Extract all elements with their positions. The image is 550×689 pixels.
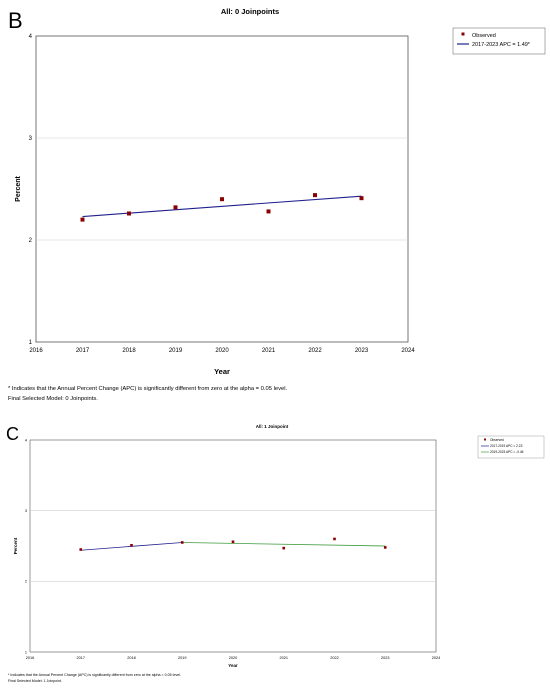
observed-point-c: [130, 543, 133, 547]
gridlines-c: [30, 510, 436, 582]
observed-point-c: [79, 548, 83, 551]
legend-fit2-label-c: 2019-2023 APC = -0.46: [490, 450, 524, 454]
chart-title-c: All: 1 Joinpoint: [256, 424, 289, 429]
fit-line-c-2: [182, 542, 386, 547]
y-tick-label-c: 4: [25, 438, 27, 442]
x-tick-labels-c: 2016 2017 2018 2019 2020 2021 2022 2023 2024: [26, 656, 440, 660]
footnote-model-b: Final Selected Model: 0 Joinpoints.: [8, 396, 98, 402]
x-tick-label-c: 2022: [330, 656, 338, 660]
x-tick-label-b: 2019: [169, 348, 183, 354]
observed-point-b: [80, 217, 85, 222]
observed-point-c: [333, 537, 336, 541]
x-tick-label-c: 2019: [178, 656, 186, 660]
legend-observed-marker-b: [461, 32, 465, 36]
footnote-model-c: Final Selected Model: 1 Joinpoint.: [8, 679, 62, 683]
footnote-apc-b: * Indicates that the Annual Percent Chan…: [8, 386, 287, 392]
y-axis-label-b: Percent: [15, 175, 22, 201]
y-tick-labels-b: 1 2 3 4: [29, 34, 33, 346]
x-tick-label-c: 2021: [280, 656, 288, 660]
legend-observed-label-b: Observed: [472, 33, 496, 39]
panel-letter-c: C: [6, 424, 19, 444]
y-tick-label-c: 2: [25, 580, 27, 584]
observed-points-c: [79, 537, 387, 551]
x-tick-label-c: 2024: [432, 656, 440, 660]
x-tick-label-b: 2022: [308, 348, 322, 354]
x-tick-label-b: 2016: [29, 348, 43, 354]
x-tick-label-b: 2017: [76, 348, 90, 354]
x-tick-label-c: 2017: [77, 656, 85, 660]
legend-c: Observed 2017-2019 APC = 2.23 2019-2023 …: [477, 435, 545, 459]
x-tick-label-c: 2016: [26, 656, 34, 660]
x-tick-label-b: 2018: [122, 348, 136, 354]
observed-point-b: [313, 193, 317, 198]
y-tick-labels-c: 1 2 3 4: [25, 438, 27, 654]
x-axis-label-b: Year: [214, 367, 230, 376]
plot-area-b: [35, 35, 409, 343]
observed-point-c: [282, 546, 286, 550]
x-tick-label-b: 2023: [355, 348, 369, 354]
legend-observed-marker-c: [484, 438, 486, 441]
observed-point-c: [180, 541, 184, 544]
y-tick-label-b: 2: [29, 238, 33, 244]
x-tick-label-b: 2024: [401, 348, 415, 354]
footnote-apc-c: * Indicates that the Annual Percent Chan…: [8, 673, 181, 677]
y-tick-label-b: 4: [29, 34, 33, 40]
observed-point-b: [266, 209, 271, 214]
x-tick-label-b: 2021: [262, 348, 276, 354]
legend-fit1-label-c: 2017-2019 APC = 2.23: [490, 444, 523, 448]
legend-box-c: [477, 435, 545, 459]
observed-point-b: [359, 196, 364, 201]
legend-observed-label-c: Observed: [490, 438, 504, 442]
y-tick-label-b: 3: [29, 136, 33, 142]
x-tick-labels-b: 2016 2017 2018 2019 2020 2021 2022 2023 2024: [29, 348, 415, 354]
x-tick-label-c: 2018: [127, 656, 135, 660]
gridlines-b: [36, 137, 408, 241]
observed-point-b: [173, 205, 178, 210]
y-tick-label-b: 1: [29, 340, 33, 346]
legend-b: Observed 2017-2023 APC = 1.49*: [452, 27, 546, 55]
panel-c: C All: 1 Joinpoint 1 2 3 4 2016 2017 2018 2019…: [6, 424, 545, 683]
x-axis-label-c: Year: [228, 663, 238, 668]
x-tick-label-c: 2020: [229, 656, 237, 660]
observed-points-b: [80, 193, 364, 222]
observed-point-b: [127, 211, 131, 216]
y-tick-label-c: 1: [25, 650, 27, 654]
observed-point-c: [383, 546, 387, 549]
y-axis-label-c: Percent: [13, 537, 18, 554]
legend-fit-label-b: 2017-2023 APC = 1.49*: [472, 42, 531, 48]
x-tick-label-c: 2023: [381, 656, 389, 660]
observed-point-b: [220, 197, 224, 202]
legend-box-b: [452, 27, 546, 55]
chart-title-b: All: 0 Joinpoints: [221, 7, 279, 16]
panel-letter-b: B: [8, 8, 23, 33]
observed-point-c: [231, 540, 235, 544]
y-tick-label-c: 3: [25, 509, 27, 513]
x-tick-label-b: 2020: [215, 348, 229, 354]
